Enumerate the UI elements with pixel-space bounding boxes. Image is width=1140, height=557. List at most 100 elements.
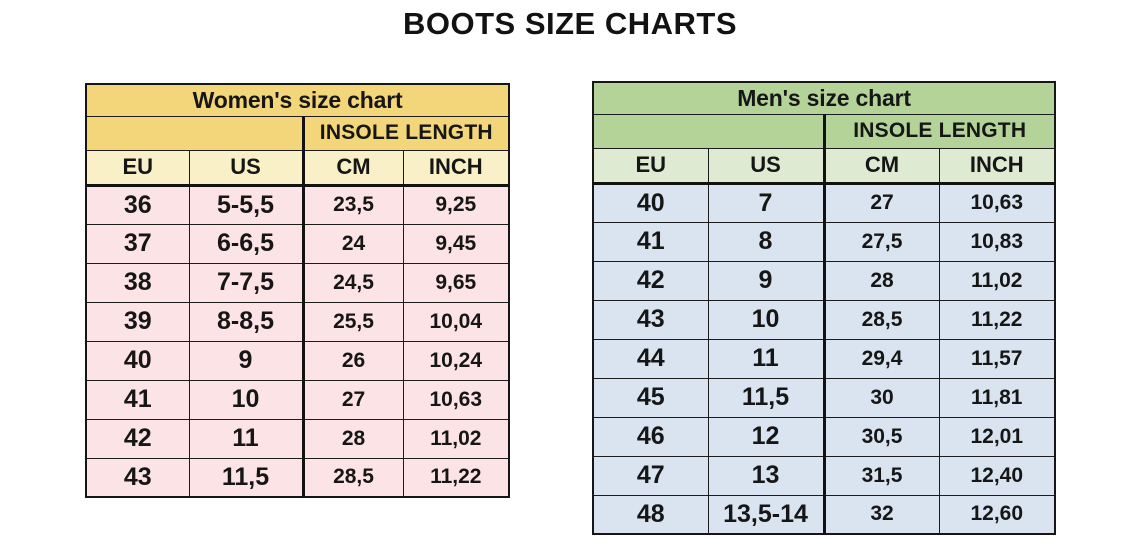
- cell-inch: 11,02: [402, 418, 510, 459]
- table-row: 42 9 28 11,02: [592, 260, 1056, 301]
- cell-cm: 30,5: [822, 416, 940, 457]
- cell-inch: 10,24: [402, 340, 510, 381]
- mens-column-header-cm: CM: [822, 147, 940, 185]
- cell-cm: 28: [301, 418, 404, 459]
- cell-cm: 31,5: [822, 455, 940, 496]
- cell-inch: 12,60: [938, 494, 1056, 535]
- cell-us: 8: [707, 221, 825, 262]
- cell-cm: 25,5: [301, 301, 404, 342]
- cell-cm: 24,5: [301, 262, 404, 303]
- womens-empty-header-cell: [85, 115, 304, 151]
- cell-inch: 10,83: [938, 221, 1056, 262]
- cell-inch: 10,63: [402, 379, 510, 420]
- table-row: 41 8 27,5 10,83: [592, 221, 1056, 262]
- mens-table: Men's size chart INSOLE LENGTH EU US CM …: [592, 81, 1056, 535]
- table-row: 36 5-5,5 23,5 9,25: [85, 184, 510, 225]
- cell-eu: 42: [85, 418, 190, 459]
- womens-table-title-row: Women's size chart: [85, 83, 510, 117]
- cell-us: 10: [188, 379, 304, 420]
- mens-insole-length-header: INSOLE LENGTH: [822, 113, 1056, 149]
- cell-us: 5-5,5: [188, 184, 304, 225]
- womens-size-table: Women's size chart INSOLE LENGTH EU US C…: [85, 83, 511, 498]
- womens-column-header-us: US: [188, 149, 304, 187]
- cell-cm: 27: [301, 379, 404, 420]
- cell-us: 6-6,5: [188, 223, 304, 264]
- cell-us: 10: [707, 299, 825, 340]
- cell-inch: 9,45: [402, 223, 510, 264]
- table-row: 41 10 27 10,63: [85, 379, 510, 420]
- mens-empty-header-cell: [592, 113, 825, 149]
- cell-us: 7-7,5: [188, 262, 304, 303]
- mens-insole-row: INSOLE LENGTH: [592, 113, 1056, 149]
- cell-cm: 27,5: [822, 221, 940, 262]
- table-row: 47 13 31,5 12,40: [592, 455, 1056, 496]
- cell-us: 9: [707, 260, 825, 301]
- cell-eu: 39: [85, 301, 190, 342]
- cell-eu: 40: [85, 340, 190, 381]
- cell-eu: 41: [85, 379, 190, 420]
- cell-cm: 29,4: [822, 338, 940, 379]
- womens-column-header-eu: EU: [85, 149, 190, 187]
- table-row: 48 13,5-14 32 12,60: [592, 494, 1056, 535]
- cell-eu: 45: [592, 377, 709, 418]
- cell-inch: 12,01: [938, 416, 1056, 457]
- cell-inch: 11,22: [402, 457, 510, 498]
- cell-cm: 23,5: [301, 184, 404, 225]
- cell-eu: 47: [592, 455, 709, 496]
- cell-eu: 41: [592, 221, 709, 262]
- cell-cm: 28: [822, 260, 940, 301]
- table-row: 44 11 29,4 11,57: [592, 338, 1056, 379]
- mens-table-title-row: Men's size chart: [592, 81, 1056, 115]
- cell-inch: 11,22: [938, 299, 1056, 340]
- cell-us: 11,5: [188, 457, 304, 498]
- mens-column-header-row: EU US CM INCH: [592, 147, 1056, 185]
- cell-us: 11: [707, 338, 825, 379]
- table-row: 38 7-7,5 24,5 9,65: [85, 262, 510, 303]
- table-row: 37 6-6,5 24 9,45: [85, 223, 510, 264]
- cell-eu: 40: [592, 182, 709, 223]
- cell-inch: 9,65: [402, 262, 510, 303]
- mens-column-header-eu: EU: [592, 147, 709, 185]
- cell-eu: 46: [592, 416, 709, 457]
- table-row: 46 12 30,5 12,01: [592, 416, 1056, 457]
- cell-us: 12: [707, 416, 825, 457]
- cell-us: 7: [707, 182, 825, 223]
- mens-column-header-us: US: [707, 147, 825, 185]
- mens-column-header-inch: INCH: [938, 147, 1056, 185]
- table-row: 42 11 28 11,02: [85, 418, 510, 459]
- cell-cm: 30: [822, 377, 940, 418]
- cell-eu: 43: [85, 457, 190, 498]
- cell-us: 11,5: [707, 377, 825, 418]
- mens-table-body: 40 7 27 10,63 41 8 27,5 10,83 42 9 28 11,02 43 10 28,5…: [592, 182, 1056, 535]
- womens-table-title: Women's size chart: [85, 83, 510, 117]
- cell-eu: 38: [85, 262, 190, 303]
- womens-insole-row: INSOLE LENGTH: [85, 115, 510, 151]
- cell-inch: 10,63: [938, 182, 1056, 223]
- cell-cm: 28,5: [822, 299, 940, 340]
- cell-eu: 44: [592, 338, 709, 379]
- cell-us: 11: [188, 418, 304, 459]
- cell-cm: 26: [301, 340, 404, 381]
- cell-eu: 43: [592, 299, 709, 340]
- womens-column-header-inch: INCH: [402, 149, 510, 187]
- table-row: 43 11,5 28,5 11,22: [85, 457, 510, 498]
- womens-table: Women's size chart INSOLE LENGTH EU US C…: [85, 83, 511, 498]
- mens-size-table: Men's size chart INSOLE LENGTH EU US CM …: [592, 81, 1056, 535]
- cell-cm: 24: [301, 223, 404, 264]
- cell-cm: 27: [822, 182, 940, 223]
- page-title: BOOTS SIZE CHARTS: [402, 6, 737, 41]
- cell-eu: 36: [85, 184, 190, 225]
- cell-cm: 28,5: [301, 457, 404, 498]
- table-row: 45 11,5 30 11,81: [592, 377, 1056, 418]
- cell-inch: 11,57: [938, 338, 1056, 379]
- womens-column-header-cm: CM: [301, 149, 404, 187]
- cell-inch: 12,40: [938, 455, 1056, 496]
- womens-table-body: 36 5-5,5 23,5 9,25 37 6-6,5 24 9,45 38 7-7,5 24,5 9…: [85, 184, 510, 498]
- cell-cm: 32: [822, 494, 940, 535]
- cell-inch: 11,02: [938, 260, 1056, 301]
- table-row: 39 8-8,5 25,5 10,04: [85, 301, 510, 342]
- table-row: 43 10 28,5 11,22: [592, 299, 1056, 340]
- table-row: 40 9 26 10,24: [85, 340, 510, 381]
- mens-table-title: Men's size chart: [592, 81, 1056, 115]
